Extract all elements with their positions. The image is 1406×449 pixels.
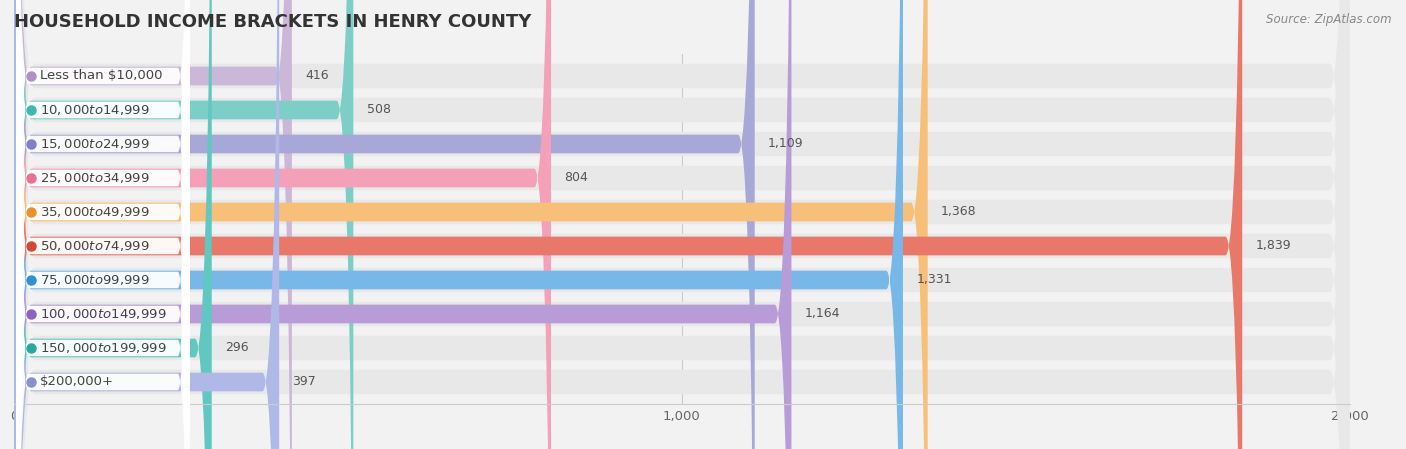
- FancyBboxPatch shape: [14, 0, 1350, 449]
- FancyBboxPatch shape: [15, 0, 190, 449]
- Text: 397: 397: [292, 375, 316, 388]
- Text: 1,368: 1,368: [941, 206, 977, 219]
- Text: 1,164: 1,164: [804, 308, 841, 321]
- Text: 508: 508: [367, 103, 391, 116]
- FancyBboxPatch shape: [14, 0, 1350, 449]
- FancyBboxPatch shape: [15, 0, 190, 449]
- FancyBboxPatch shape: [14, 0, 1350, 449]
- Text: $150,000 to $199,999: $150,000 to $199,999: [41, 341, 167, 355]
- FancyBboxPatch shape: [14, 0, 353, 449]
- Text: 1,109: 1,109: [768, 137, 804, 150]
- FancyBboxPatch shape: [14, 0, 1350, 449]
- FancyBboxPatch shape: [14, 0, 1350, 449]
- FancyBboxPatch shape: [14, 0, 1350, 449]
- FancyBboxPatch shape: [15, 0, 190, 449]
- FancyBboxPatch shape: [15, 0, 190, 449]
- Text: 1,331: 1,331: [917, 273, 952, 286]
- FancyBboxPatch shape: [14, 0, 1350, 449]
- FancyBboxPatch shape: [15, 0, 190, 449]
- Text: $35,000 to $49,999: $35,000 to $49,999: [41, 205, 150, 219]
- FancyBboxPatch shape: [15, 0, 190, 449]
- FancyBboxPatch shape: [14, 0, 792, 449]
- FancyBboxPatch shape: [14, 0, 928, 449]
- Text: $200,000+: $200,000+: [41, 375, 114, 388]
- Text: $75,000 to $99,999: $75,000 to $99,999: [41, 273, 150, 287]
- FancyBboxPatch shape: [14, 0, 903, 449]
- FancyBboxPatch shape: [15, 0, 190, 449]
- FancyBboxPatch shape: [15, 0, 190, 449]
- FancyBboxPatch shape: [14, 0, 755, 449]
- FancyBboxPatch shape: [14, 0, 1350, 449]
- Text: 804: 804: [564, 172, 588, 185]
- Text: $10,000 to $14,999: $10,000 to $14,999: [41, 103, 150, 117]
- FancyBboxPatch shape: [14, 0, 1350, 449]
- Text: 1,839: 1,839: [1256, 239, 1291, 252]
- Text: $100,000 to $149,999: $100,000 to $149,999: [41, 307, 167, 321]
- FancyBboxPatch shape: [14, 0, 1243, 449]
- FancyBboxPatch shape: [14, 0, 280, 449]
- FancyBboxPatch shape: [14, 0, 551, 449]
- Text: Source: ZipAtlas.com: Source: ZipAtlas.com: [1267, 13, 1392, 26]
- Text: $25,000 to $34,999: $25,000 to $34,999: [41, 171, 150, 185]
- FancyBboxPatch shape: [14, 0, 212, 449]
- Text: $50,000 to $74,999: $50,000 to $74,999: [41, 239, 150, 253]
- FancyBboxPatch shape: [14, 0, 292, 449]
- Text: HOUSEHOLD INCOME BRACKETS IN HENRY COUNTY: HOUSEHOLD INCOME BRACKETS IN HENRY COUNT…: [14, 13, 531, 31]
- Text: Less than $10,000: Less than $10,000: [41, 70, 163, 83]
- FancyBboxPatch shape: [15, 0, 190, 449]
- Text: 416: 416: [305, 70, 329, 83]
- FancyBboxPatch shape: [14, 0, 1350, 449]
- Text: $15,000 to $24,999: $15,000 to $24,999: [41, 137, 150, 151]
- FancyBboxPatch shape: [15, 0, 190, 449]
- Text: 296: 296: [225, 342, 249, 355]
